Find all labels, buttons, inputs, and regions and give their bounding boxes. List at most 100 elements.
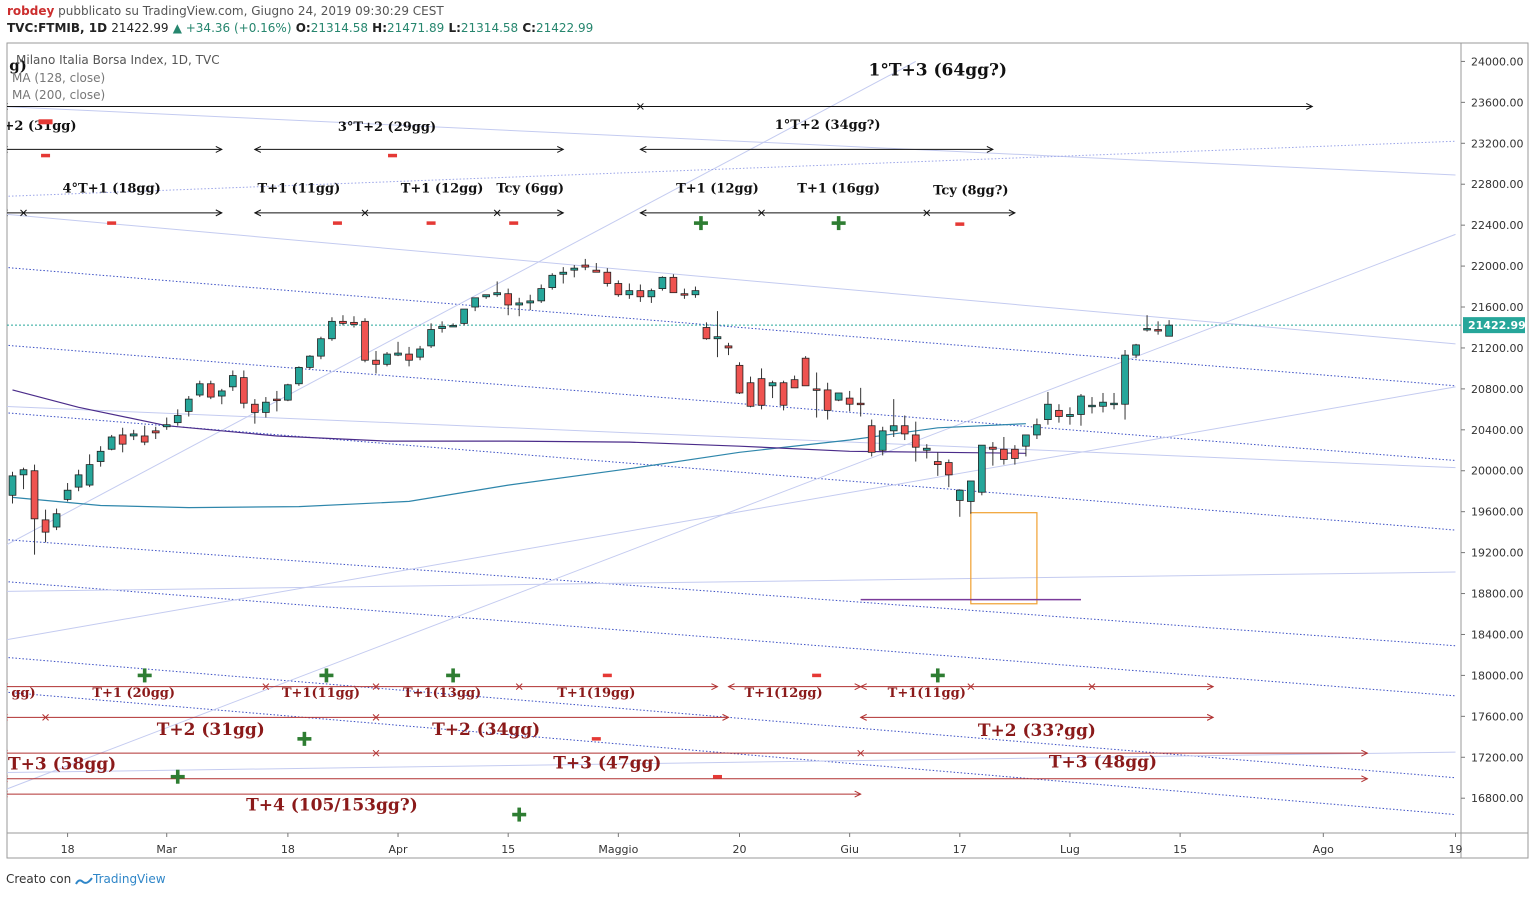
price-change: ▲ +34.36 (+0.16%) — [172, 21, 292, 35]
candle — [129, 429, 138, 441]
arrow-mark — [262, 683, 270, 691]
candle-body — [184, 398, 193, 412]
candle — [273, 390, 281, 412]
plus-bar — [699, 216, 703, 231]
plus-icon — [319, 668, 334, 683]
candle — [900, 415, 909, 441]
cycle-label-red: T+2 (34gg) — [432, 720, 540, 740]
candle-body — [317, 338, 325, 357]
candle — [228, 370, 237, 391]
trendline — [7, 140, 1456, 197]
candle — [1055, 404, 1063, 423]
candle-body — [801, 357, 810, 387]
candle — [757, 368, 766, 410]
candle — [1066, 407, 1074, 425]
time-tick-label: Mar — [156, 843, 177, 856]
candle — [823, 382, 832, 420]
candle — [636, 284, 645, 302]
time-tick-label: 18 — [281, 843, 295, 856]
cycle-label: 1°T+2 (34gg?) — [775, 118, 881, 133]
candle — [195, 380, 204, 398]
candle-body — [669, 276, 678, 294]
candle-body — [702, 327, 711, 340]
candle — [206, 380, 215, 400]
candle-body — [284, 384, 292, 401]
trendline — [7, 267, 1456, 387]
candle — [746, 376, 755, 408]
arrow-mark — [967, 683, 975, 691]
candle-body — [140, 435, 149, 443]
cycle-label-red: T+1 (20gg) — [92, 686, 175, 701]
candle-body — [790, 379, 799, 389]
cycle-arrow — [253, 145, 565, 153]
trendline — [7, 751, 1456, 774]
candle — [151, 426, 160, 440]
arrow-tail — [253, 209, 262, 217]
plus-icon — [137, 668, 152, 683]
time-tick-label: 15 — [501, 843, 515, 856]
time-tick-label: 17 — [953, 843, 967, 856]
cycle-label: T+1 (12gg) — [676, 181, 759, 196]
candle — [691, 286, 700, 298]
target-box — [970, 512, 1038, 605]
candle — [350, 316, 358, 328]
candle — [878, 426, 887, 456]
plus-icon — [693, 216, 708, 231]
time-axis[interactable]: 18 Mar 18 Apr 15 Maggio 20 Giu 17 Lug 15 Ago 19 — [61, 833, 1463, 856]
cycle-arrow — [7, 209, 223, 217]
candle-body — [427, 329, 435, 347]
author-name[interactable]: robdey — [7, 4, 55, 18]
candle — [889, 399, 898, 437]
price-tick-label: 24000.00 — [1471, 55, 1524, 68]
cycle-label-red: T+1(19gg) — [557, 686, 635, 701]
candle — [944, 459, 953, 488]
candle — [812, 372, 821, 418]
cycle-arrow-red — [7, 713, 730, 721]
arrow-tail — [859, 683, 867, 691]
candle-body — [636, 290, 645, 298]
price-tick-label: 20000.00 — [1471, 465, 1524, 478]
candle — [768, 380, 777, 399]
price-axis[interactable]: 24000.00 23600.00 23200.00 22800.00 22400.00… — [1461, 55, 1526, 805]
footer-brand[interactable]: TradingView — [93, 872, 166, 886]
candle-body — [1165, 324, 1173, 337]
candle-body — [19, 469, 28, 476]
candle-body — [1099, 401, 1107, 407]
candle-body — [30, 470, 39, 520]
plus-bar — [836, 216, 841, 231]
plus-bar — [517, 807, 522, 822]
candle-body — [107, 436, 116, 450]
cycle-label-red: T+1(13gg) — [403, 686, 481, 701]
arrow-mark — [1088, 683, 1096, 691]
trendline — [7, 344, 1456, 462]
candle — [1165, 320, 1173, 337]
candle-body — [526, 300, 535, 304]
trendline — [7, 106, 1456, 176]
minus-icon — [332, 221, 342, 225]
candle — [845, 390, 854, 412]
candle-body — [1033, 424, 1041, 436]
minus-icon — [41, 153, 51, 158]
candle — [1099, 392, 1107, 413]
arrow-head — [1008, 209, 1017, 217]
cycle-label-red: T+3 (47gg) — [553, 754, 661, 774]
price-tick-label: 22000.00 — [1471, 260, 1524, 273]
candle — [295, 366, 303, 386]
time-tick-label: 19 — [1448, 843, 1462, 856]
candle — [306, 355, 314, 370]
plus-icon — [831, 216, 846, 231]
candle-body — [206, 383, 215, 398]
cycle-arrow — [639, 209, 1017, 217]
arrow-tail — [639, 145, 647, 153]
candle — [284, 383, 292, 402]
trendline — [7, 233, 1456, 790]
arrow-head — [1361, 775, 1369, 783]
cycle-label: T+1 (16gg) — [797, 181, 880, 196]
candle-body — [878, 430, 887, 451]
candle-body — [933, 461, 942, 466]
time-tick-label: Ago — [1313, 843, 1335, 856]
candle-body — [834, 392, 843, 401]
minus-icon — [955, 222, 965, 226]
time-tick-label: 18 — [61, 843, 75, 856]
